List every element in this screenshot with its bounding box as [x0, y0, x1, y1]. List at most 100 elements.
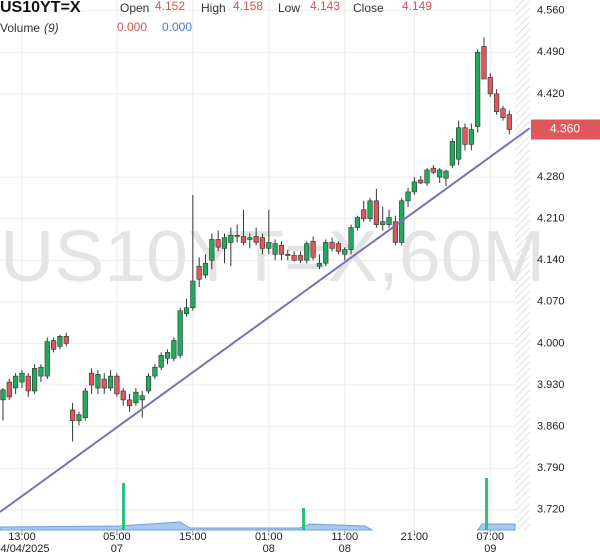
candle-body: [164, 352, 171, 359]
volume-spike: [122, 483, 125, 530]
trend-line: [0, 127, 531, 513]
candle-body: [335, 243, 342, 252]
candle-body: [209, 239, 215, 261]
volume-label: Volume: [0, 21, 40, 35]
candle-body: [392, 221, 398, 243]
y-tick-label: 4.280: [537, 171, 565, 183]
y-tick-label: 3.930: [537, 379, 565, 391]
candle-body: [329, 242, 335, 249]
y-tick-label: 4.420: [537, 88, 565, 100]
volume-spike: [302, 508, 305, 530]
candle-body: [171, 340, 177, 359]
candle-body: [468, 129, 474, 145]
candle-body: [259, 237, 266, 249]
candle-body: [506, 114, 512, 130]
candle-body: [25, 375, 31, 392]
candle-body: [361, 209, 367, 219]
candle-body: [221, 237, 228, 249]
candle-body: [247, 237, 253, 240]
y-tick-label: 3.860: [537, 421, 565, 433]
candle-body: [266, 242, 272, 249]
candle-body: [190, 280, 196, 309]
candle-body: [215, 239, 221, 248]
last-price-label: 4.360: [550, 122, 580, 136]
candle-body: [310, 240, 316, 258]
candle-body: [373, 200, 379, 225]
candle-body: [152, 366, 158, 377]
candle-body: [76, 414, 82, 421]
candle-body: [430, 167, 436, 173]
candle-body: [449, 141, 455, 166]
x-tick-label: 21:00: [401, 531, 429, 543]
candle-body: [316, 262, 323, 267]
candle-body: [228, 234, 234, 243]
symbol: US10YT=X: [0, 0, 81, 16]
y-tick-label: 4.070: [537, 296, 565, 308]
candle-body: [304, 243, 310, 261]
y-tick-label: 3.790: [537, 462, 565, 474]
candle-body: [240, 236, 247, 243]
candle-body: [44, 341, 50, 377]
volume-period: (9): [44, 21, 59, 35]
candle-body: [297, 255, 304, 261]
candle-body: [481, 46, 487, 80]
candle-body: [202, 262, 209, 276]
x-tick-label: 15:00: [179, 531, 207, 543]
future-zone: [515, 0, 530, 530]
candle-body: [6, 381, 12, 398]
candle-body: [0, 389, 6, 401]
x-tick-date: 08: [339, 543, 351, 555]
field-value: 4.152: [155, 0, 185, 13]
volume-value: 0.000: [162, 20, 192, 34]
candle-body: [88, 372, 95, 386]
candle-body: [177, 310, 183, 356]
candle-body: [424, 169, 430, 184]
candle-body: [487, 76, 493, 95]
candle-body: [57, 336, 63, 347]
candle-body: [13, 375, 19, 389]
candle-body: [101, 378, 107, 389]
axes: 4.560 4.490 4.420 4.280 4.210 4.140 4.070 4.000…: [0, 5, 600, 555]
candle-body: [418, 179, 424, 184]
x-tick-date: 08: [263, 543, 275, 555]
x-tick-date: 09: [484, 543, 496, 555]
candle-body: [278, 245, 285, 255]
volume-spike: [485, 478, 488, 530]
field-value: 4.149: [402, 0, 432, 13]
watermark: US10YT=X,60M: [0, 217, 545, 297]
candle-body: [32, 368, 38, 392]
x-tick-date: 07: [111, 543, 123, 555]
candle-body: [120, 390, 126, 401]
candle-body: [456, 127, 462, 160]
candle-body: [69, 409, 76, 421]
candle-body: [82, 390, 88, 419]
candle-body: [462, 127, 468, 145]
candle-body: [95, 374, 101, 389]
candle-body: [405, 191, 411, 202]
field-label: High: [201, 1, 226, 15]
candle-body: [139, 395, 145, 401]
candle-body: [19, 372, 25, 383]
candle-body: [348, 227, 354, 250]
candle-body: [500, 108, 506, 118]
candle-body: [196, 265, 202, 280]
y-tick-label: 3.720: [537, 504, 565, 516]
candle-body: [291, 255, 297, 261]
candles: [0, 37, 512, 442]
field-label: Low: [278, 1, 300, 15]
x-tick-label: 11:00: [331, 531, 358, 543]
candle-body: [386, 217, 392, 225]
volume-area: [0, 521, 516, 531]
candle-body: [114, 375, 120, 395]
candle-body: [323, 242, 329, 264]
x-tick-label: 01:00: [255, 531, 283, 543]
x-tick-label: 13:00: [8, 531, 36, 543]
last-price-box: [531, 119, 600, 140]
x-tick-date: 04/04/2025: [0, 543, 49, 555]
x-tick-label: 07:00: [477, 531, 505, 543]
candle-body: [253, 236, 259, 243]
field-value: 4.143: [310, 0, 340, 13]
y-tick-label: 4.560: [537, 5, 565, 17]
